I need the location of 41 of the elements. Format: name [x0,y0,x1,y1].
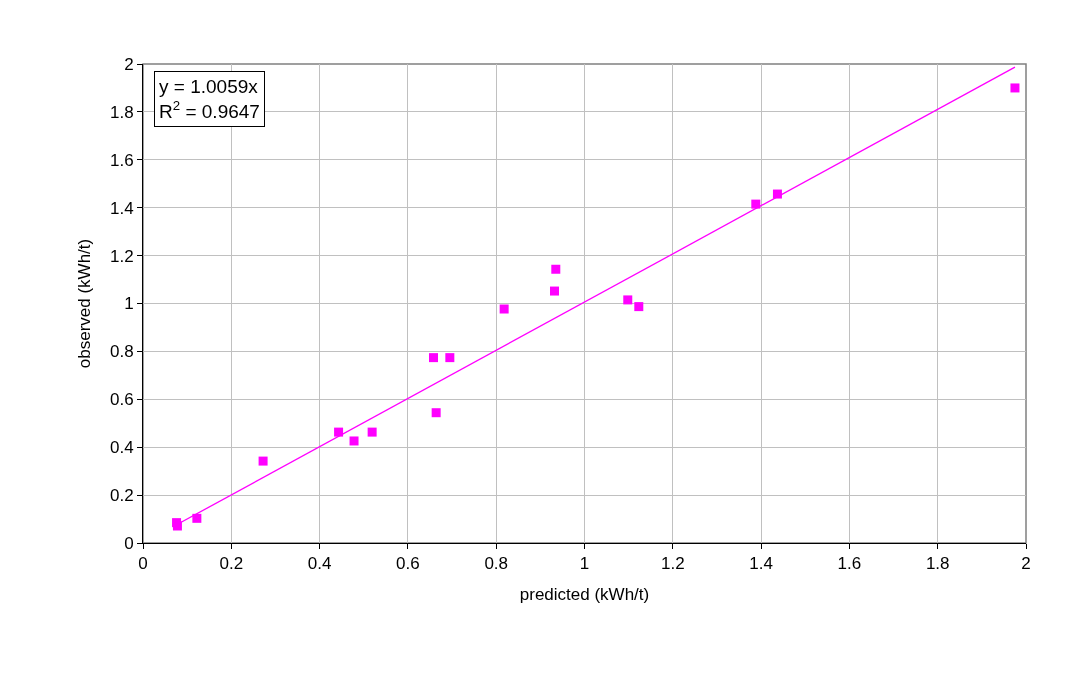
x-tick-label: 0.8 [484,554,509,574]
x-tick-label: 0 [138,554,148,574]
y-tick-label: 0 [124,533,134,553]
y-tick-label: 1.2 [109,246,134,266]
y-tick-label: 2 [124,54,134,74]
y-tick-label: 1 [124,294,134,314]
point [258,456,268,466]
point [429,353,439,363]
y-tick-label: 1.4 [109,198,134,218]
annotation: y = 1.0059x [159,76,259,97]
point [549,286,559,296]
point [499,304,509,314]
point [551,264,561,274]
point [445,353,455,363]
point [1010,83,1020,93]
x-tick-label: 1.4 [749,554,773,574]
x-tick-label: 1.8 [925,554,950,574]
y-tick-label: 0.2 [109,486,134,506]
x-axis-title: predicted (kWh/t) [519,584,650,604]
y-tick-label: 1.8 [109,102,134,122]
annotation: R$^{2}$ = 0.9647 [159,97,260,122]
x-tick-label: 0.4 [307,554,332,574]
x-tick-label: 0.2 [219,554,244,574]
x-tick-label: 1.6 [837,554,862,574]
point [349,436,359,446]
point [634,302,644,312]
y-tick-label: 0.6 [109,390,134,410]
x-tick-label: 2 [1021,554,1031,574]
point [431,408,441,418]
x-tick-label: 0.6 [396,554,420,574]
y-tick-label: 0.4 [109,438,134,458]
y-tick-label: 0.8 [109,342,134,362]
point [192,513,202,523]
x-tick-label: 1.2 [660,554,685,574]
point [367,427,377,437]
y-axis-title: observed (kWh/t) [74,238,94,369]
point [751,199,761,209]
y-tick-label: 1.6 [109,150,134,170]
x-tick-label: 1 [579,554,590,574]
point [334,427,344,437]
point [623,295,633,305]
